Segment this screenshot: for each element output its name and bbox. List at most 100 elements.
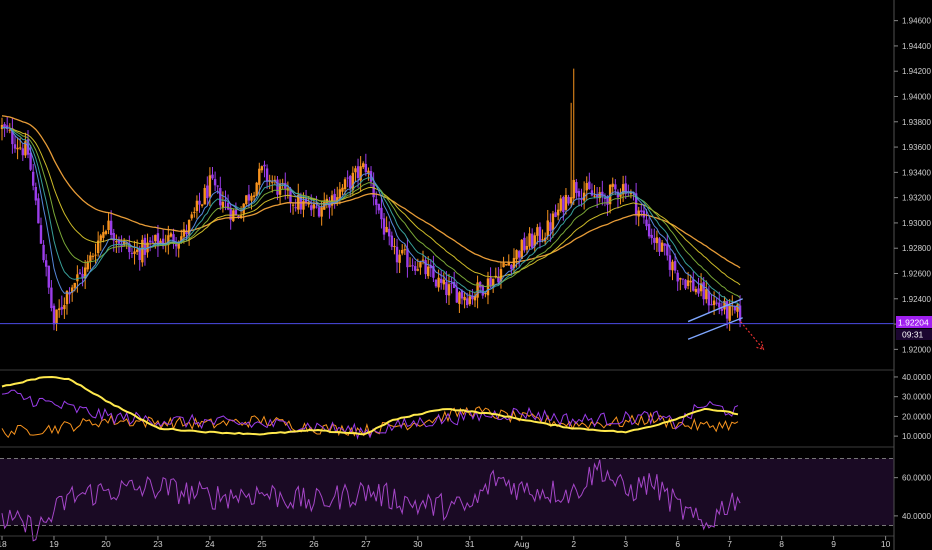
candle-body: [104, 231, 108, 234]
candle-body: [432, 265, 435, 278]
time-tick-label: 27: [361, 539, 371, 549]
price-tick-label: 1.93200: [902, 194, 931, 203]
candle-body: [658, 238, 661, 252]
candle-body: [718, 302, 721, 308]
candle-body: [42, 244, 45, 261]
candle-body: [203, 187, 206, 205]
candle-body: [271, 181, 274, 183]
candle-body: [232, 210, 235, 222]
adx-tick-label: 20.0000: [902, 412, 931, 421]
price-tick-label: 1.94400: [902, 42, 931, 51]
candle-body: [499, 269, 503, 282]
candle-body: [216, 185, 219, 187]
candle-body: [619, 194, 622, 197]
adx-panel[interactable]: [1, 375, 739, 441]
candle-body: [172, 234, 175, 244]
candle-body: [336, 197, 339, 203]
candle-body: [408, 265, 412, 267]
candle-body: [598, 192, 601, 199]
time-tick-label: 24: [205, 539, 215, 549]
candle-body: [577, 190, 581, 197]
candle-body: [733, 306, 737, 311]
candle-body: [546, 220, 549, 237]
candle-body: [44, 260, 48, 267]
price-tick-label: 1.92800: [902, 244, 931, 253]
candle-body: [89, 255, 92, 262]
candle-body: [109, 220, 113, 235]
candle-body: [130, 252, 134, 254]
candle-body: [653, 238, 656, 243]
candle-body: [481, 285, 484, 296]
candle-body: [520, 239, 523, 259]
adx-axis[interactable]: 40.0000 30.0000 20.0000 10.0000: [894, 373, 931, 441]
candle-body: [621, 184, 625, 195]
channel-upper-line: [687, 298, 743, 323]
candle-body: [135, 249, 139, 252]
candle-body: [359, 166, 362, 181]
candle-body: [55, 309, 58, 324]
candle-body: [247, 194, 251, 201]
rsi-panel[interactable]: [0, 458, 894, 542]
candle-body: [434, 279, 438, 287]
candle-body: [26, 139, 30, 155]
candle-body: [715, 302, 718, 304]
candle-body: [440, 278, 443, 283]
time-tick-label: 18: [0, 539, 7, 549]
price-panel[interactable]: [0, 68, 894, 351]
candle-body: [491, 278, 495, 287]
candle-body: [723, 300, 726, 310]
candle-body: [523, 237, 526, 251]
candle-body: [24, 141, 27, 156]
candle-body: [81, 274, 84, 279]
last-price-badge-bg: [896, 316, 932, 328]
candle-body: [148, 240, 152, 243]
di-plus-line: [1, 389, 739, 441]
candle-body: [517, 251, 521, 258]
projection-arrow: [740, 321, 764, 350]
candle-body: [588, 181, 591, 190]
candle-body: [416, 269, 420, 271]
candle-body: [377, 203, 381, 211]
candle-body: [21, 148, 24, 156]
candle-body: [193, 211, 196, 213]
candle-body: [234, 210, 238, 215]
candle-body: [16, 147, 19, 150]
candle-body: [161, 238, 165, 247]
candle-body: [208, 175, 212, 197]
candle-body: [497, 276, 500, 283]
time-tick-label: 8: [779, 539, 784, 549]
candle-body: [663, 243, 666, 246]
candle-body: [229, 207, 232, 220]
countdown-label: 09:31: [902, 330, 924, 340]
candle-body: [151, 241, 154, 243]
rsi-line: [1, 459, 741, 542]
candle-body: [128, 243, 131, 253]
candle-body: [450, 283, 453, 285]
candle-body: [645, 219, 648, 227]
last-price-label: 1.92204: [898, 318, 929, 328]
candle-body: [427, 266, 430, 277]
candle-body: [211, 174, 214, 179]
price-tick-label: 1.93600: [902, 143, 931, 152]
candle-body: [471, 295, 474, 300]
candle-body: [47, 265, 50, 288]
candle-body: [265, 168, 269, 182]
candle-body: [650, 234, 653, 239]
candle-body: [312, 204, 316, 209]
time-axis[interactable]: 18192023242526273031Aug23678910: [0, 536, 891, 549]
candle-body: [302, 200, 305, 210]
price-tick-label: 1.93400: [902, 168, 931, 177]
moving-average-line: [1, 115, 741, 269]
candle-body: [60, 306, 63, 310]
candle-body: [156, 233, 160, 247]
candle-body: [738, 305, 742, 322]
candle-body: [562, 197, 565, 213]
candle-body: [385, 226, 388, 233]
moving-averages: [1, 115, 741, 310]
candle-body: [411, 265, 414, 267]
candle-body: [603, 197, 607, 199]
rsi-axis[interactable]: 60.0000 40.0000: [894, 474, 931, 521]
candle-body: [11, 128, 14, 145]
candle-body: [647, 223, 651, 237]
